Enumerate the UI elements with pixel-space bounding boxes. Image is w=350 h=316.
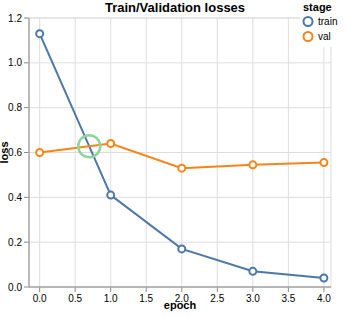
legend: stage train val: [300, 1, 346, 47]
x-axis-line: [29, 287, 331, 288]
legend-label: val: [318, 31, 331, 42]
x-tick: [146, 287, 147, 292]
plot-frame: [29, 18, 331, 287]
x-tick-label: 3.0: [246, 293, 260, 304]
x-tick-label: 3.5: [281, 293, 295, 304]
y-tick: [24, 287, 29, 288]
point: [249, 268, 256, 275]
y-grid-line: [29, 197, 331, 198]
y-tick-label: 0.6: [8, 147, 22, 158]
legend-label: train: [318, 16, 337, 27]
series-line: [40, 34, 324, 278]
y-tick-label: 1.0: [8, 57, 22, 68]
plot-area: [36, 30, 327, 281]
crossing-highlight: [78, 135, 100, 157]
grid: [29, 18, 331, 287]
y-tick: [24, 242, 29, 243]
y-tick: [24, 18, 29, 19]
y-tick: [24, 152, 29, 153]
y-tick: [24, 107, 29, 108]
y-tick-label: 0.4: [8, 192, 22, 203]
y-axis-title: loss: [0, 141, 10, 163]
x-tick: [110, 287, 111, 292]
x-tick: [39, 287, 40, 292]
y-grid-line: [29, 107, 331, 108]
y-grid-line: [29, 62, 331, 63]
x-tick: [75, 287, 76, 292]
y-tick-label: 0.2: [8, 237, 22, 248]
x-tick: [181, 287, 182, 292]
x-tick-label: 2.5: [210, 293, 224, 304]
title: Train/Validation losses: [105, 0, 245, 15]
point: [249, 161, 256, 168]
y-tick: [24, 197, 29, 198]
x-tick: [252, 287, 253, 292]
x-tick-label: 1.0: [104, 293, 118, 304]
x-tick-label: 4.0: [317, 293, 331, 304]
x-axis-title: epoch: [164, 299, 197, 311]
y-tick: [24, 62, 29, 63]
legend-background: [300, 1, 346, 47]
y-grid-line: [29, 242, 331, 243]
x-tick: [323, 287, 324, 292]
x-tick-label: 0.5: [68, 293, 82, 304]
point: [178, 245, 185, 252]
legend-title: stage: [303, 1, 332, 13]
x-tick-label: 1.5: [139, 293, 153, 304]
x-tick: [217, 287, 218, 292]
legend-symbol: [304, 32, 313, 41]
point: [107, 140, 114, 147]
x-tick-label: 0.0: [33, 293, 47, 304]
y-grid-line: [29, 287, 331, 288]
point: [178, 165, 185, 172]
point: [36, 30, 43, 37]
point: [320, 275, 327, 282]
y-tick-label: 0.8: [8, 102, 22, 113]
point: [320, 159, 327, 166]
x-tick: [288, 287, 289, 292]
legend-symbol: [304, 17, 313, 26]
y-grid-line: [29, 152, 331, 153]
y-tick-label: 1.2: [8, 13, 22, 24]
chart: Train/Validation losses0.00.51.01.52.02.…: [0, 0, 350, 316]
y-axis-line: [29, 18, 30, 287]
point: [107, 192, 114, 199]
y-tick-label: 0.0: [8, 282, 22, 293]
point: [36, 149, 43, 156]
